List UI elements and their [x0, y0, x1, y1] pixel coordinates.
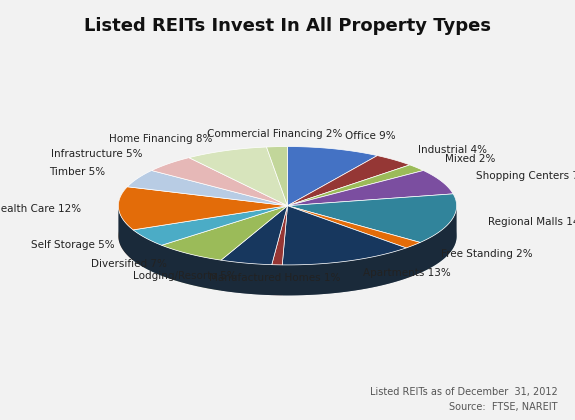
- Text: Mixed 2%: Mixed 2%: [445, 154, 496, 164]
- Polygon shape: [288, 194, 457, 242]
- Polygon shape: [162, 245, 221, 291]
- Text: Listed REITs as of December  31, 2012: Listed REITs as of December 31, 2012: [370, 387, 558, 397]
- Polygon shape: [272, 265, 282, 295]
- Polygon shape: [221, 206, 288, 265]
- Polygon shape: [189, 147, 288, 206]
- Text: Manufactured Homes 1%: Manufactured Homes 1%: [209, 273, 340, 283]
- Polygon shape: [272, 206, 288, 265]
- Polygon shape: [406, 242, 420, 278]
- Polygon shape: [282, 248, 406, 295]
- Text: Lodging/Resorts 5%: Lodging/Resorts 5%: [133, 271, 237, 281]
- Text: Regional Malls 14%: Regional Malls 14%: [488, 218, 575, 228]
- Polygon shape: [267, 147, 288, 206]
- Polygon shape: [118, 187, 133, 260]
- Polygon shape: [127, 171, 288, 206]
- Polygon shape: [288, 206, 420, 248]
- Text: Industrial 4%: Industrial 4%: [418, 145, 487, 155]
- Polygon shape: [118, 206, 457, 295]
- Text: Infrastructure 5%: Infrastructure 5%: [51, 149, 143, 159]
- Text: Source:  FTSE, NAREIT: Source: FTSE, NAREIT: [449, 402, 558, 412]
- Polygon shape: [288, 155, 410, 206]
- Text: Home Financing 8%: Home Financing 8%: [109, 134, 212, 144]
- Polygon shape: [288, 147, 377, 206]
- Text: Diversified 7%: Diversified 7%: [91, 260, 167, 269]
- Polygon shape: [221, 260, 272, 295]
- Text: Office 9%: Office 9%: [344, 131, 395, 142]
- Text: Health Care 12%: Health Care 12%: [0, 204, 82, 214]
- Text: Commercial Financing 2%: Commercial Financing 2%: [207, 129, 342, 139]
- Polygon shape: [288, 165, 423, 206]
- Polygon shape: [152, 158, 288, 206]
- Text: Self Storage 5%: Self Storage 5%: [31, 240, 114, 250]
- Text: Timber 5%: Timber 5%: [48, 167, 105, 177]
- Polygon shape: [133, 206, 288, 245]
- Polygon shape: [118, 187, 288, 230]
- Polygon shape: [282, 206, 406, 265]
- Text: Listed REITs Invest In All Property Types: Listed REITs Invest In All Property Type…: [84, 17, 491, 35]
- Polygon shape: [288, 171, 453, 206]
- Polygon shape: [133, 230, 162, 276]
- Text: Free Standing 2%: Free Standing 2%: [441, 249, 533, 259]
- Polygon shape: [162, 206, 288, 260]
- Text: Apartments 13%: Apartments 13%: [363, 268, 450, 278]
- Text: Shopping Centers 7%: Shopping Centers 7%: [476, 171, 575, 181]
- Polygon shape: [420, 194, 457, 273]
